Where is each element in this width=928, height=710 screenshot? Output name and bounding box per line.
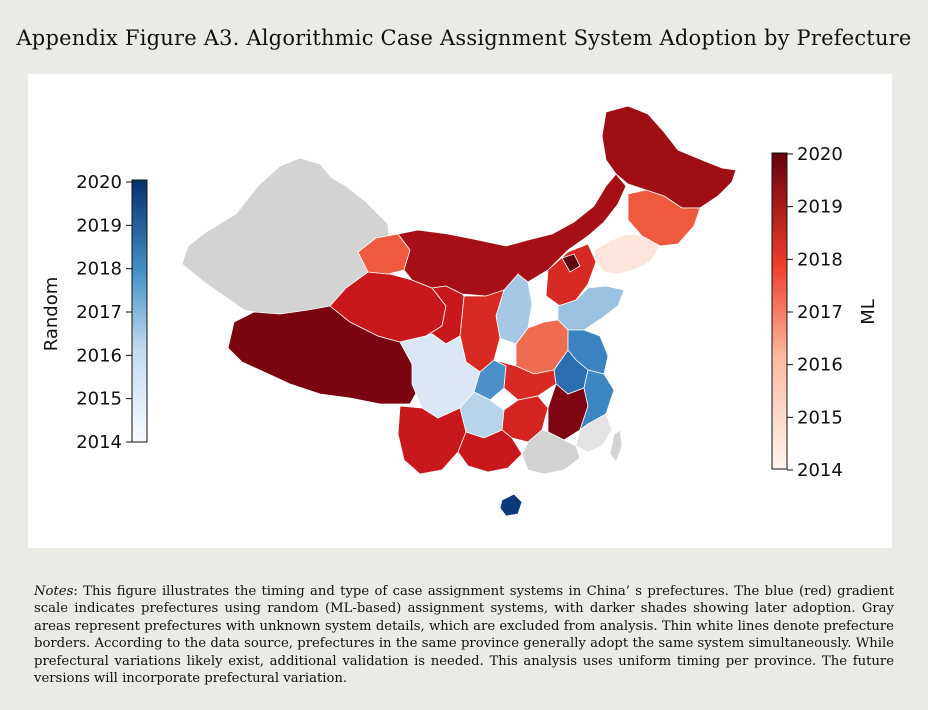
region-beijing [561,253,581,273]
ml-colorbar-tick-label: 2017 [797,302,843,323]
region-hainan [499,493,523,517]
random-colorbar-tick-label: 2019 [76,215,122,236]
region-yunnan [397,405,467,475]
region-jilin [627,189,701,247]
region-shaanxi [459,289,505,373]
region-fujian [575,413,613,453]
region-taiwan [609,429,623,463]
region-north-band [397,173,627,297]
region-hubei [493,359,557,401]
random-colorbar-label: Random [41,277,62,352]
figure-notes: Notes: This figure illustrates the timin… [34,583,894,687]
notes-text: : This figure illustrates the timing and… [34,584,894,687]
region-guangdong [521,429,581,475]
ml-colorbar-label: ML [858,299,879,325]
random-colorbar: 2020 2019 2018 2017 2016 2015 2014 Random [41,172,148,453]
random-colorbar-tick-label: 2014 [76,432,122,453]
random-colorbar-tick-label: 2016 [76,345,122,366]
ml-colorbar-tick-label: 2016 [797,355,843,376]
ml-colorbar: 2020 2019 2018 2017 2016 2015 2014 ML [771,144,879,481]
random-colorbar-tick-label: 2018 [76,259,122,280]
random-colorbar-tick-label: 2020 [76,172,122,193]
ml-colorbar-tick-label: 2014 [797,460,843,481]
map-panel: 2020 2019 2018 2017 2016 2015 2014 Random 2020… [28,74,892,548]
figure-title: Appendix Figure A3. Algorithmic Case Ass… [16,26,912,50]
ml-colorbar-tick-label: 2018 [797,249,843,270]
notes-label: Notes [34,584,74,599]
ml-colorbar-tick-label: 2015 [797,407,843,428]
region-guangxi [457,429,523,473]
random-colorbar-tick-label: 2017 [76,302,122,323]
ml-colorbar-gradient [771,152,788,470]
china-prefecture-map: 2020 2019 2018 2017 2016 2015 2014 Random 2020… [41,105,879,517]
region-heilongjiang [601,105,737,209]
ml-colorbar-tick-label: 2019 [797,197,843,218]
region-liaoning [593,233,661,275]
map-regions [181,105,737,517]
ml-colorbar-tick-label: 2020 [797,144,843,165]
random-colorbar-tick-label: 2015 [76,389,122,410]
region-hebei [545,243,597,307]
random-colorbar-gradient [131,179,148,443]
